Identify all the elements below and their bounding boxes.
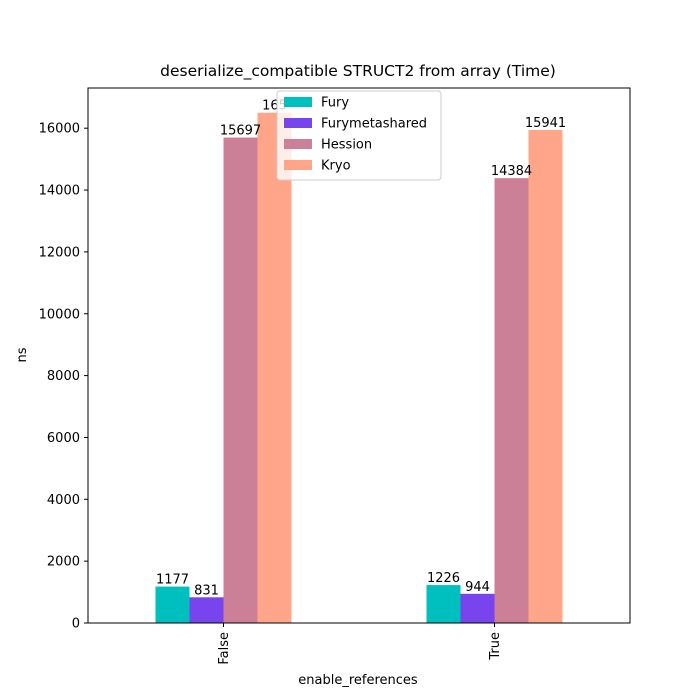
bar-hession-false <box>223 137 258 623</box>
x-axis-label: enable_references <box>298 673 418 688</box>
value-label-fury-false: 1177 <box>156 573 189 588</box>
plot-area <box>87 87 631 624</box>
bar-fury-true <box>426 585 461 623</box>
legend-label-furymetashared: Furymetashared <box>321 117 427 132</box>
bar-fury-false <box>155 586 190 623</box>
bar-hession-true <box>494 178 529 623</box>
legend-swatch-furymetashared <box>284 118 312 128</box>
bar-kryo-false <box>257 112 292 624</box>
legend-swatch-hession <box>284 139 312 149</box>
y-tick-label: 0 <box>72 617 80 632</box>
bar-furymetashared-true <box>460 593 495 623</box>
y-axis-ticks: 0 2000 4000 6000 8000 10000 12000 14000 16000 <box>39 122 88 632</box>
value-label-hession-true: 14384 <box>491 164 532 179</box>
legend-label-fury: Fury <box>321 96 349 111</box>
chart-title: deserialize_compatible STRUCT2 from arra… <box>160 62 556 81</box>
legend-label-hession: Hession <box>321 138 372 153</box>
legend-box <box>276 90 442 181</box>
value-label-fury-true: 1226 <box>427 571 460 586</box>
value-label-hession-false: 15697 <box>220 124 261 139</box>
y-tick-label: 14000 <box>39 184 80 199</box>
y-tick-label: 12000 <box>39 245 80 260</box>
bar-furymetashared-false <box>189 597 224 623</box>
x-tick-label: False <box>217 632 232 665</box>
y-tick-label: 2000 <box>47 555 80 570</box>
value-label-furymetashared-true: 944 <box>465 580 490 595</box>
y-tick-label: 6000 <box>47 431 80 446</box>
bar-kryo-true <box>528 130 563 623</box>
value-label-furymetashared-false: 831 <box>194 583 219 598</box>
axes-frame <box>87 87 631 624</box>
legend-swatch-fury <box>284 97 312 107</box>
y-tick-label: 16000 <box>39 122 80 137</box>
legend-label-kryo: Kryo <box>321 159 351 174</box>
y-axis-label: ns <box>15 347 30 362</box>
y-tick-label: 8000 <box>47 369 80 384</box>
x-axis-ticks: False True <box>217 623 503 665</box>
value-label-kryo-true: 15941 <box>525 116 566 131</box>
x-tick-label: True <box>488 632 503 661</box>
legend-swatch-kryo <box>284 160 312 170</box>
y-tick-label: 10000 <box>39 307 80 322</box>
y-tick-label: 4000 <box>47 493 80 508</box>
legend: Fury Furymetashared Hession Kryo <box>276 90 442 181</box>
